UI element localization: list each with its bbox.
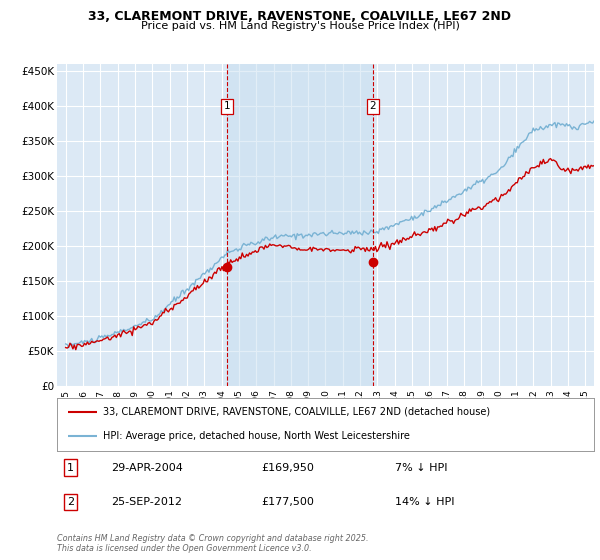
Text: Contains HM Land Registry data © Crown copyright and database right 2025.
This d: Contains HM Land Registry data © Crown c…	[57, 534, 368, 553]
Text: £177,500: £177,500	[261, 497, 314, 507]
Text: 2: 2	[370, 101, 376, 111]
Text: 29-APR-2004: 29-APR-2004	[111, 463, 182, 473]
Text: £169,950: £169,950	[261, 463, 314, 473]
Text: HPI: Average price, detached house, North West Leicestershire: HPI: Average price, detached house, Nort…	[103, 431, 410, 441]
Text: 1: 1	[67, 463, 74, 473]
Text: 7% ↓ HPI: 7% ↓ HPI	[395, 463, 448, 473]
Text: 33, CLAREMONT DRIVE, RAVENSTONE, COALVILLE, LE67 2ND (detached house): 33, CLAREMONT DRIVE, RAVENSTONE, COALVIL…	[103, 407, 490, 417]
Text: 14% ↓ HPI: 14% ↓ HPI	[395, 497, 455, 507]
Text: 33, CLAREMONT DRIVE, RAVENSTONE, COALVILLE, LE67 2ND: 33, CLAREMONT DRIVE, RAVENSTONE, COALVIL…	[89, 10, 511, 23]
Text: 1: 1	[224, 101, 230, 111]
Text: 25-SEP-2012: 25-SEP-2012	[111, 497, 182, 507]
Text: Price paid vs. HM Land Registry's House Price Index (HPI): Price paid vs. HM Land Registry's House …	[140, 21, 460, 31]
Text: 2: 2	[67, 497, 74, 507]
Bar	[227, 64, 373, 386]
